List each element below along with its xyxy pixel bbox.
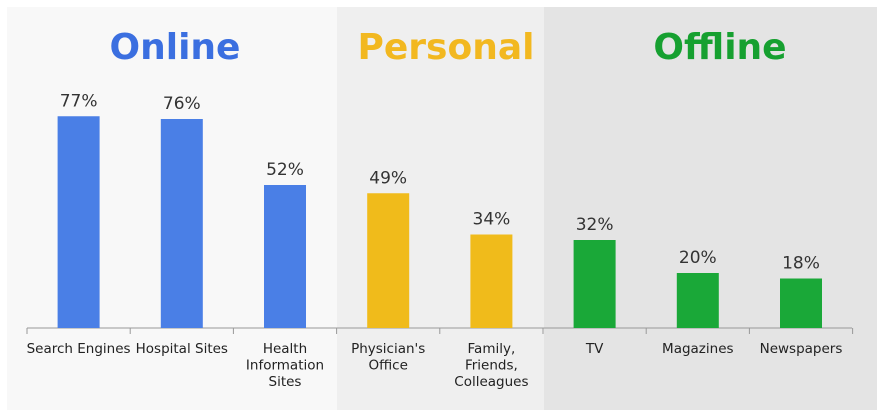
category-label-line: Hospital Sites bbox=[136, 341, 228, 357]
category-label-line: Newspapers bbox=[760, 341, 843, 357]
category-label-line: Sites bbox=[269, 374, 302, 390]
group-title-online: Online bbox=[110, 27, 241, 68]
category-label: Physician's Office bbox=[351, 341, 425, 374]
value-label: 77% bbox=[60, 91, 98, 111]
bar-family-friends-colleagues bbox=[470, 234, 513, 328]
category-label-line: Information bbox=[246, 358, 324, 374]
bar-magazines bbox=[676, 273, 719, 328]
bar-hospital-sites bbox=[160, 119, 203, 328]
category-label: TV bbox=[585, 341, 604, 357]
category-label-line: Health bbox=[263, 341, 307, 357]
bar-search-engines bbox=[57, 116, 100, 328]
value-label: 34% bbox=[473, 210, 511, 230]
category-label-line: Office bbox=[368, 358, 407, 374]
value-label: 18% bbox=[782, 254, 820, 274]
value-label: 76% bbox=[163, 94, 201, 114]
group-title-offline: Offline bbox=[653, 27, 786, 68]
value-label: 49% bbox=[369, 168, 407, 188]
category-label-line: Family, bbox=[468, 341, 516, 357]
category-label-line: TV bbox=[585, 341, 604, 357]
category-label: Search Engines bbox=[27, 341, 131, 357]
bar-tv bbox=[573, 240, 616, 328]
bar-newspapers bbox=[780, 278, 822, 328]
category-label: Newspapers bbox=[760, 341, 843, 357]
value-label: 52% bbox=[266, 160, 304, 180]
category-label-line: Colleagues bbox=[454, 374, 528, 390]
value-label: 20% bbox=[679, 248, 717, 268]
category-label: Health Information Sites bbox=[246, 341, 324, 390]
group-title-personal: Personal bbox=[358, 27, 535, 68]
category-label: Magazines bbox=[662, 341, 734, 357]
panel-offline bbox=[544, 7, 877, 410]
category-label: Family, Friends, Colleagues bbox=[454, 341, 528, 390]
category-label-line: Search Engines bbox=[27, 341, 131, 357]
value-label: 32% bbox=[576, 215, 614, 235]
category-label: Hospital Sites bbox=[136, 341, 228, 357]
bar-physician-s-office bbox=[367, 193, 410, 328]
category-label-line: Magazines bbox=[662, 341, 734, 357]
category-label-line: Friends, bbox=[465, 358, 518, 374]
bar-health-information-sites bbox=[264, 185, 306, 328]
category-label-line: Physician's bbox=[351, 341, 425, 357]
